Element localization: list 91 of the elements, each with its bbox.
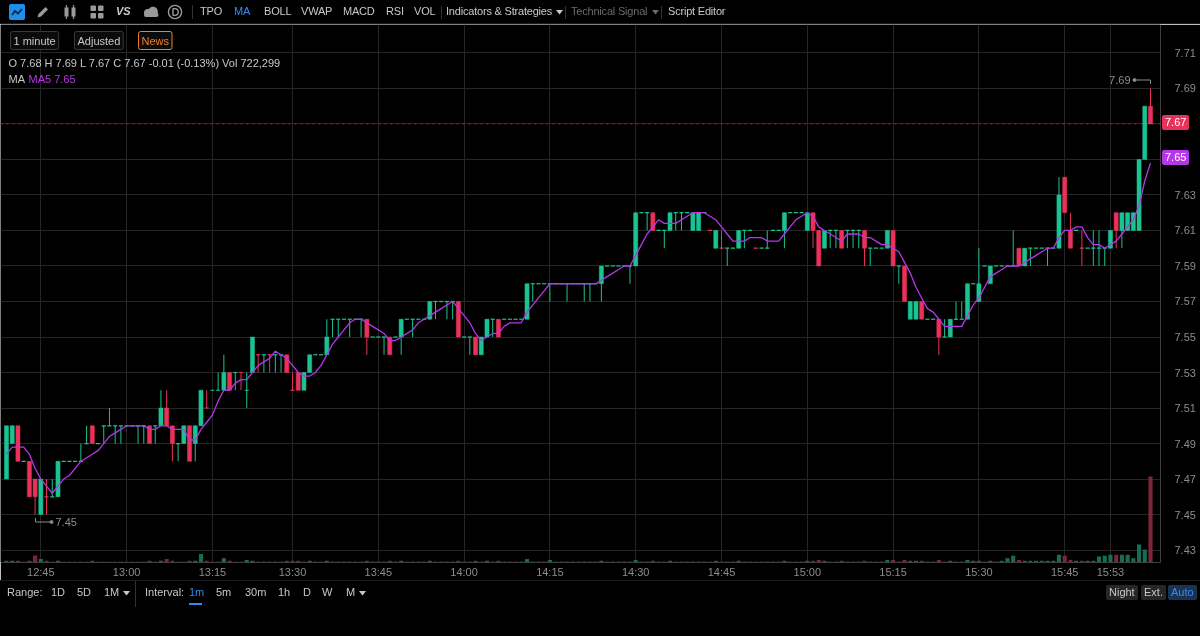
- x-tick-label: 15:15: [879, 565, 907, 578]
- y-tick-label: 7.51: [1174, 402, 1196, 415]
- text: 1m: [189, 586, 205, 599]
- annotation: 1 minute: [13, 34, 56, 47]
- y-tick-label: 7.45: [1174, 508, 1196, 521]
- text: Indicators & Strategies: [446, 5, 553, 18]
- x-tick-label: 12:45: [27, 565, 55, 578]
- text: RSI: [386, 5, 404, 18]
- text: Range:: [7, 586, 43, 599]
- text: 1M: [104, 586, 120, 599]
- x-tick-label: 13:00: [112, 565, 141, 578]
- text: Night: [1106, 585, 1138, 600]
- text: D: [303, 586, 311, 599]
- y-tick-label: 7.59: [1174, 259, 1196, 272]
- bar: [902, 559, 907, 562]
- annotation: 7.69: [1109, 74, 1131, 86]
- text: VWAP: [301, 5, 333, 18]
- y-tick-label: 7.61: [1174, 224, 1196, 237]
- bar: [1142, 549, 1147, 562]
- text: 30m: [245, 586, 267, 599]
- annotation: Adjusted: [77, 34, 121, 47]
- bar: [1114, 554, 1119, 562]
- y-tick-label: 7.57: [1174, 295, 1196, 308]
- candlestick: [467, 336, 473, 356]
- line-series: [5, 162, 1152, 494]
- x-tick-label: 14:15: [536, 565, 564, 578]
- x-tick-label: 15:53: [1096, 565, 1125, 578]
- x-tick-label: 15:30: [965, 565, 993, 578]
- text: BOLL: [264, 5, 292, 18]
- y-tick-label: 7.55: [1174, 331, 1196, 343]
- candlestick: [1148, 87, 1153, 125]
- text: VS: [116, 5, 131, 18]
- x-tick-label: 14:00: [450, 565, 478, 578]
- bar: [1148, 476, 1153, 562]
- candlestick: [106, 407, 113, 427]
- candlestick: [896, 265, 902, 285]
- text: TPO: [200, 5, 223, 18]
- candlestick: [718, 229, 725, 249]
- y-tick-label: 7.43: [1174, 544, 1196, 557]
- candlestick: [204, 389, 210, 409]
- text: MA: [234, 5, 251, 18]
- bar: [33, 555, 38, 562]
- text: Script Editor: [668, 5, 726, 18]
- bar: [221, 558, 226, 562]
- x-tick-label: 13:30: [278, 565, 307, 578]
- candlestick: [1068, 212, 1073, 249]
- x-tick-label: 14:30: [621, 565, 650, 578]
- x-tick-label: 14:45: [707, 565, 736, 578]
- text: W: [322, 586, 333, 599]
- bar: [198, 553, 204, 562]
- y-tick-label: 7.49: [1174, 437, 1196, 450]
- bar: [1119, 554, 1124, 562]
- candlestick: [1113, 212, 1119, 249]
- text: 1D: [51, 586, 66, 599]
- bar: [1056, 554, 1062, 562]
- text: M: [346, 586, 356, 599]
- candlestick: [936, 318, 942, 356]
- text: Auto: [1168, 585, 1197, 600]
- ref-line-label: 7.67: [1162, 115, 1190, 130]
- bar: [38, 559, 43, 562]
- candlestick: [43, 478, 50, 516]
- text: 7.65: [1162, 150, 1190, 165]
- text: VOL: [414, 5, 436, 18]
- y-tick-label: 7.63: [1174, 188, 1196, 201]
- text: 1h: [278, 586, 291, 599]
- annotation: 7.45: [55, 516, 77, 528]
- text: 5m: [216, 586, 232, 599]
- x-tick-label: 13:15: [198, 565, 227, 578]
- candlestick: [862, 229, 867, 267]
- candlestick: [364, 318, 370, 356]
- text: Interval:: [145, 586, 185, 599]
- text: MA5 7.65: [28, 72, 76, 85]
- y-tick-label: 7.53: [1174, 366, 1196, 379]
- text: MACD: [343, 5, 375, 18]
- text: Technical Signal: [571, 5, 648, 18]
- candlestick: [329, 318, 336, 338]
- bar: [1096, 556, 1102, 562]
- bar: [1137, 544, 1142, 562]
- text: Ext.: [1141, 585, 1166, 600]
- x-tick-label: 13:45: [364, 565, 393, 578]
- x-tick-label: 15:00: [793, 565, 822, 578]
- y-tick-label: 7.69: [1174, 82, 1196, 95]
- annotation: News: [141, 34, 170, 47]
- x-tick-label: 15:45: [1050, 565, 1079, 578]
- y-tick-label: 7.47: [1174, 473, 1196, 486]
- bar: [524, 559, 530, 562]
- text: 5D: [77, 586, 92, 599]
- y-tick-label: 7.71: [1174, 46, 1196, 59]
- text: O 7.68 H 7.69 L 7.67 C 7.67 -0.01 (-0.13%) Vol 722,299: [8, 56, 281, 69]
- legend-title: MA: [8, 72, 26, 85]
- candlestick: [381, 336, 387, 356]
